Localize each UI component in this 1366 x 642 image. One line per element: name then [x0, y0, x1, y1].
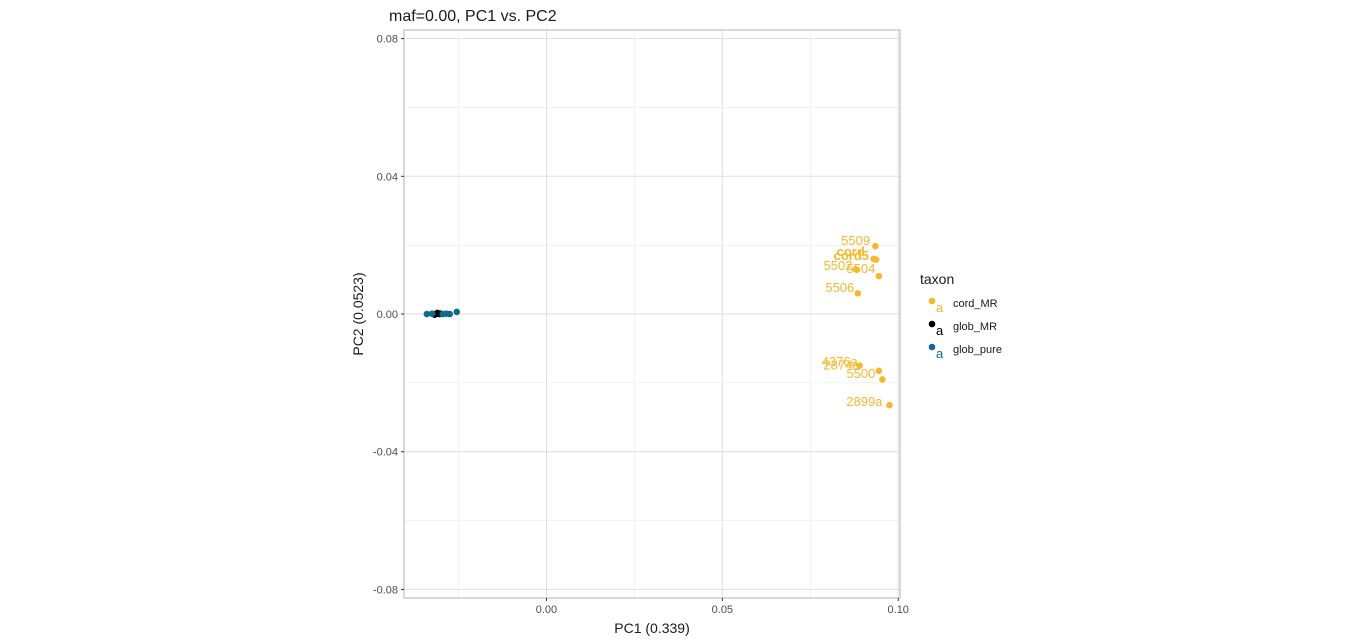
- legend-label: glob_MR: [953, 321, 997, 333]
- legend: taxon a cord_MRa glob_MRa glob_pure: [920, 271, 1002, 361]
- point-label: 5509: [841, 233, 870, 248]
- chart-title: maf=0.00, PC1 vs. PC2: [389, 8, 557, 25]
- data-point: [453, 308, 461, 316]
- legend-items: a cord_MRa glob_MRa glob_pure: [928, 297, 1002, 361]
- data-point: [428, 310, 436, 317]
- legend-item-glob_MR: a glob_MR: [928, 320, 997, 338]
- series-glob_pure: [423, 308, 461, 318]
- legend-key-glyph: a: [936, 323, 944, 338]
- legend-key-glyph: a: [936, 346, 944, 361]
- data-point: [423, 310, 431, 318]
- point-label: 2899a: [846, 394, 883, 409]
- data-point: [870, 255, 877, 263]
- point-label: 4376a: [822, 354, 859, 369]
- series-cord_MR: [852, 242, 893, 409]
- point-label: cord5: [834, 248, 869, 263]
- y-tick-label: -0.04: [373, 447, 398, 459]
- data-point: [856, 362, 863, 369]
- x-tick-label: 0.05: [712, 604, 733, 616]
- legend-item-glob_pure: a glob_pure: [928, 343, 1002, 361]
- data-point: [854, 290, 862, 297]
- legend-key-point: [928, 297, 936, 305]
- data-point: [852, 265, 860, 273]
- data-points: [423, 242, 893, 409]
- data-point: [875, 272, 883, 280]
- data-point: [879, 376, 886, 383]
- y-axis-ticks: -0.08 -0.04 0.00 0.04 0.08: [373, 34, 404, 596]
- y-tick-label: 0.04: [377, 171, 398, 183]
- point-label: 5500: [846, 366, 875, 381]
- data-point: [886, 401, 893, 409]
- point-label: 5504: [846, 261, 875, 276]
- legend-key-glyph: a: [936, 300, 944, 315]
- legend-label: glob_pure: [953, 344, 1002, 356]
- point-label: 2874a: [823, 358, 860, 373]
- y-axis-title: PC2 (0.0523): [350, 272, 366, 355]
- point-label: cord: [837, 244, 865, 259]
- legend-item-cord_MR: a cord_MR: [928, 297, 998, 315]
- point-label: 5502: [824, 258, 853, 273]
- data-point: [875, 367, 883, 375]
- data-point: [446, 310, 454, 318]
- major-gridlines: [404, 30, 900, 598]
- legend-label: cord_MR: [953, 298, 998, 310]
- data-point: [872, 242, 879, 250]
- x-axis-title: PC1 (0.339): [614, 620, 689, 636]
- x-tick-label: 0.00: [536, 604, 557, 616]
- x-axis-ticks: 0.00 0.05 0.10: [536, 598, 909, 616]
- point-label: 5506: [825, 280, 854, 295]
- legend-title: taxon: [920, 271, 954, 287]
- y-tick-label: -0.08: [373, 584, 398, 596]
- legend-key-point: [928, 320, 936, 328]
- y-tick-label: 0.00: [377, 309, 398, 321]
- legend-key-point: [928, 343, 936, 351]
- x-tick-label: 0.10: [888, 604, 909, 616]
- y-tick-label: 0.08: [377, 34, 398, 46]
